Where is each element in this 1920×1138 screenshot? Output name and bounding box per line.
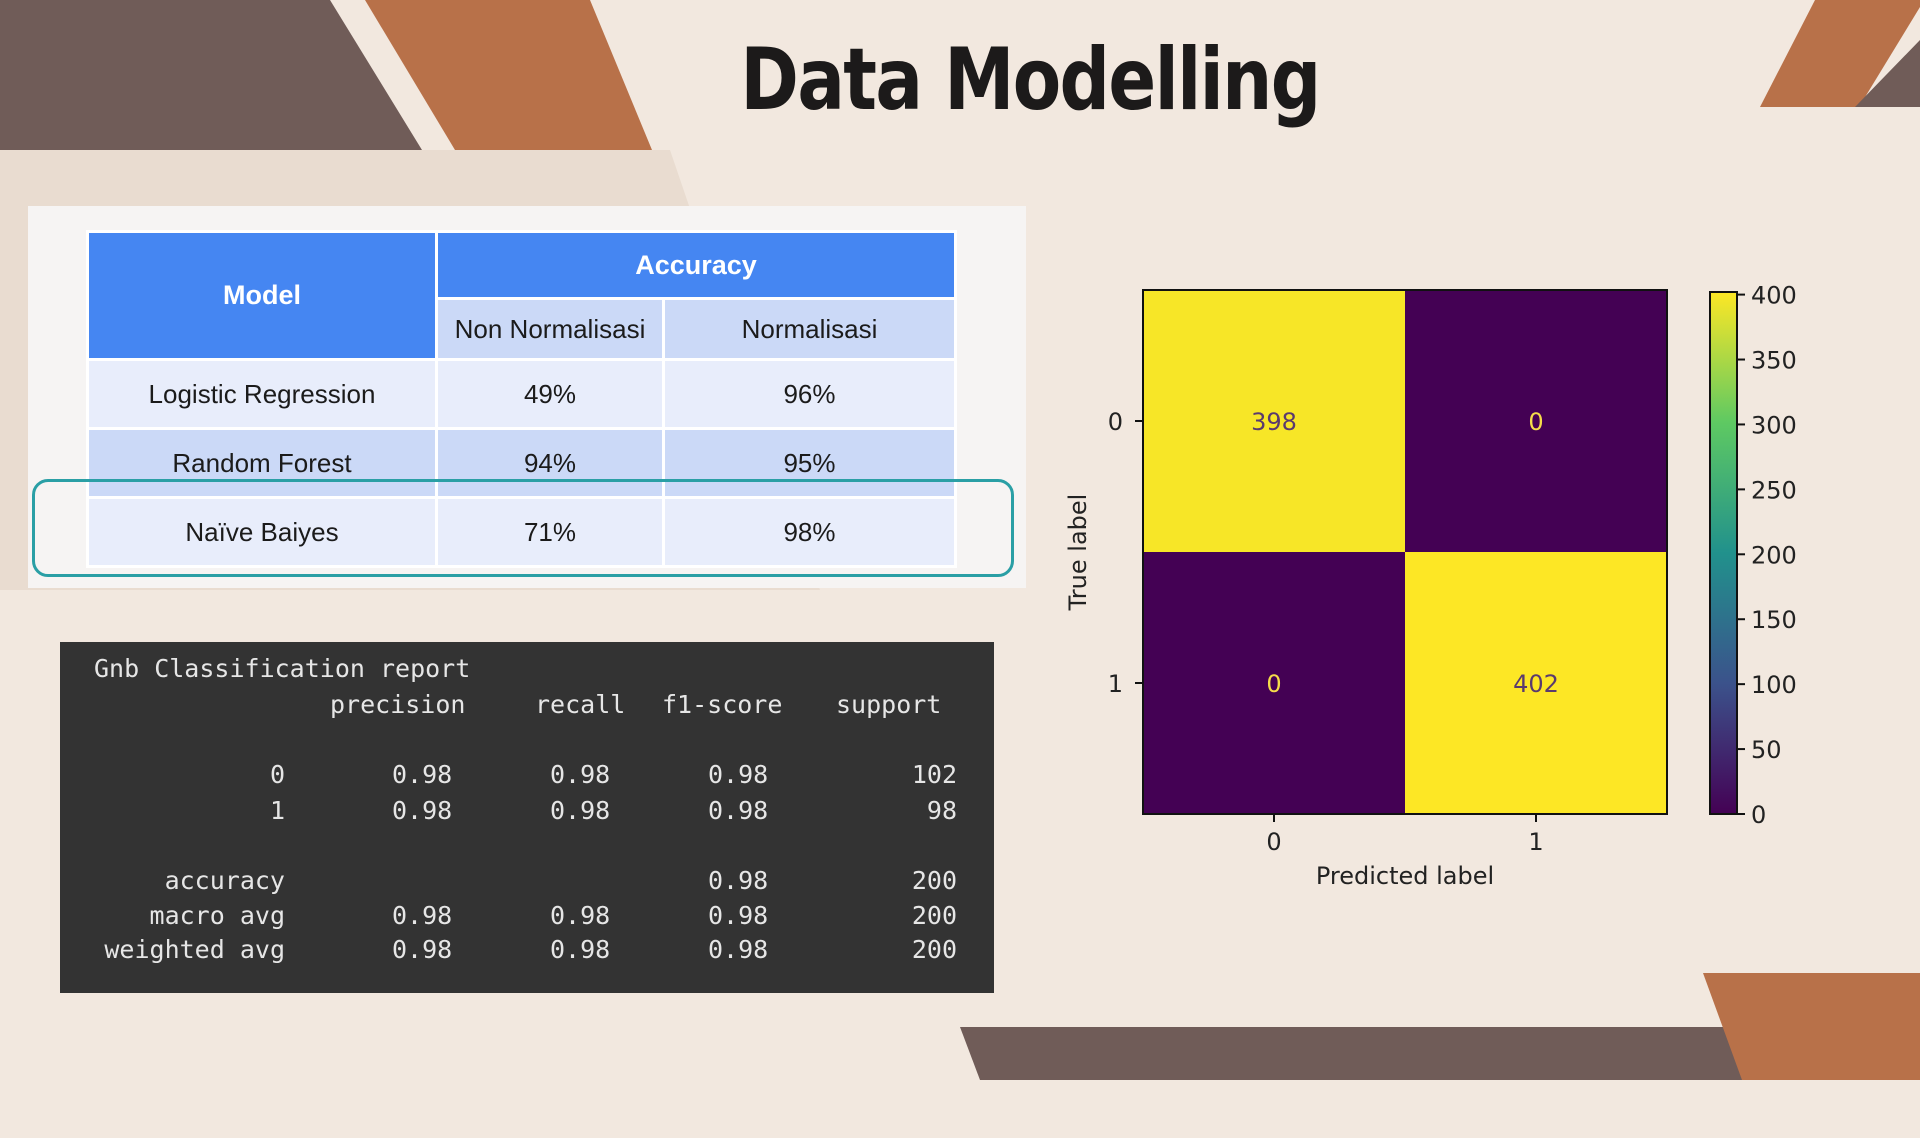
brown-shape-top-left [365, 0, 652, 150]
f1-score-header: f1-score [662, 690, 783, 719]
x-axis-label: Predicted label [1316, 862, 1494, 890]
f1-value: 0.98 [708, 935, 769, 964]
report-row: 1 0.98 0.98 0.98 98 [60, 796, 994, 826]
accuracy-header: Accuracy [435, 230, 957, 300]
colorbar-tick-label: 50 [1751, 736, 1782, 764]
heatmap-cell [1405, 552, 1667, 814]
support-value: 200 [911, 866, 957, 895]
precision-header: precision [330, 690, 466, 719]
non-normalisasi-value: 49% [435, 358, 665, 430]
non-normalisasi-header: Non Normalisasi [435, 297, 665, 361]
heatmap-cell [1405, 290, 1667, 552]
recall-value: 0.98 [550, 935, 611, 964]
table-row: Naïve Baiyes 71% 98% [86, 496, 957, 568]
row-label: 0 [269, 760, 285, 789]
colorbar-tick-label: 350 [1751, 347, 1797, 375]
report-header-row: precision recall f1-score support [60, 690, 941, 720]
row-label: weighted avg [104, 935, 285, 964]
precision-value: 0.98 [392, 901, 453, 930]
colorbar-tick-label: 100 [1751, 671, 1797, 699]
f1-value: 0.98 [708, 760, 769, 789]
accuracy-table-panel: Model Accuracy Non Normalisasi Normalisa… [28, 206, 1026, 588]
normalisasi-header: Normalisasi [662, 297, 957, 361]
colorbar [1709, 291, 1738, 815]
report-row: weighted avg 0.98 0.98 0.98 200 [60, 935, 994, 965]
row-label: macro avg [149, 901, 285, 930]
highlight-box [32, 479, 1014, 577]
plot-frame [1142, 289, 1668, 815]
recall-value: 0.98 [550, 901, 611, 930]
colorbar-tick-label: 300 [1751, 411, 1797, 439]
precision-value: 0.98 [392, 760, 453, 789]
heatmap-cell [1143, 290, 1405, 552]
accuracy-table: Model Accuracy Non Normalisasi Normalisa… [86, 230, 957, 568]
report-row: macro avg 0.98 0.98 0.98 200 [60, 901, 994, 931]
heatmap-cell [1143, 552, 1405, 814]
colorbar-tick-label: 250 [1751, 476, 1797, 504]
normalisasi-value: 98% [662, 496, 957, 568]
x-tick-label: 0 [1266, 828, 1281, 856]
f1-value: 0.98 [708, 866, 769, 895]
brown-shape-bottom-right [1703, 973, 1920, 1080]
precision-value: 0.98 [392, 935, 453, 964]
precision-value: 0.98 [392, 796, 453, 825]
normalisasi-value: 95% [662, 427, 957, 499]
colorbar-tick-label: 150 [1751, 606, 1797, 634]
taupe-shape-top-left [0, 0, 422, 150]
model-name: Naïve Baiyes [86, 496, 438, 568]
cell-value-label: 398 [1251, 408, 1297, 436]
model-name: Random Forest [86, 427, 438, 499]
colorbar-tick-label: 400 [1751, 282, 1797, 310]
taupe-shape-top-right [1855, 40, 1920, 107]
brown-shape-top-right [1760, 0, 1920, 107]
confusion-matrix-chart: 398 0 0 402 0 0 1 1 Predicted label True label 0 50… [1064, 282, 1797, 890]
taupe-shape-bottom [960, 1027, 1760, 1080]
cell-value-label: 402 [1513, 670, 1559, 698]
report-row: accuracy 0.98 200 [60, 866, 994, 896]
row-label: 1 [269, 796, 285, 825]
support-header: support [836, 690, 942, 719]
support-value: 200 [911, 901, 957, 930]
y-tick-label: 0 [1108, 408, 1123, 436]
table-row: Logistic Regression 49% 96% [86, 358, 957, 430]
normalisasi-value: 96% [662, 358, 957, 430]
cell-value-label: 0 [1266, 670, 1281, 698]
report-title: Gnb Classification report [94, 654, 471, 683]
non-normalisasi-value: 94% [435, 427, 665, 499]
y-tick-label: 1 [1108, 670, 1123, 698]
recall-value: 0.98 [550, 796, 611, 825]
table-row: Random Forest 94% 95% [86, 427, 957, 499]
report-row: 0 0.98 0.98 0.98 102 [60, 760, 994, 790]
non-normalisasi-value: 71% [435, 496, 665, 568]
support-value: 200 [911, 935, 957, 964]
recall-value: 0.98 [550, 760, 611, 789]
row-label: accuracy [164, 866, 285, 895]
recall-header: recall [535, 690, 626, 719]
x-tick-label: 1 [1528, 828, 1543, 856]
model-header: Model [86, 230, 438, 361]
cell-value-label: 0 [1528, 408, 1543, 436]
page-title: Data Modelling [740, 30, 1321, 130]
classification-report: Gnb Classification report precision reca… [60, 642, 994, 993]
colorbar-tick-label: 0 [1751, 801, 1766, 829]
f1-value: 0.98 [708, 901, 769, 930]
f1-value: 0.98 [708, 796, 769, 825]
support-value: 98 [926, 796, 957, 825]
model-name: Logistic Regression [86, 358, 438, 430]
support-value: 102 [911, 760, 957, 789]
colorbar-tick-label: 200 [1751, 541, 1797, 569]
y-axis-label: True label [1064, 494, 1092, 612]
